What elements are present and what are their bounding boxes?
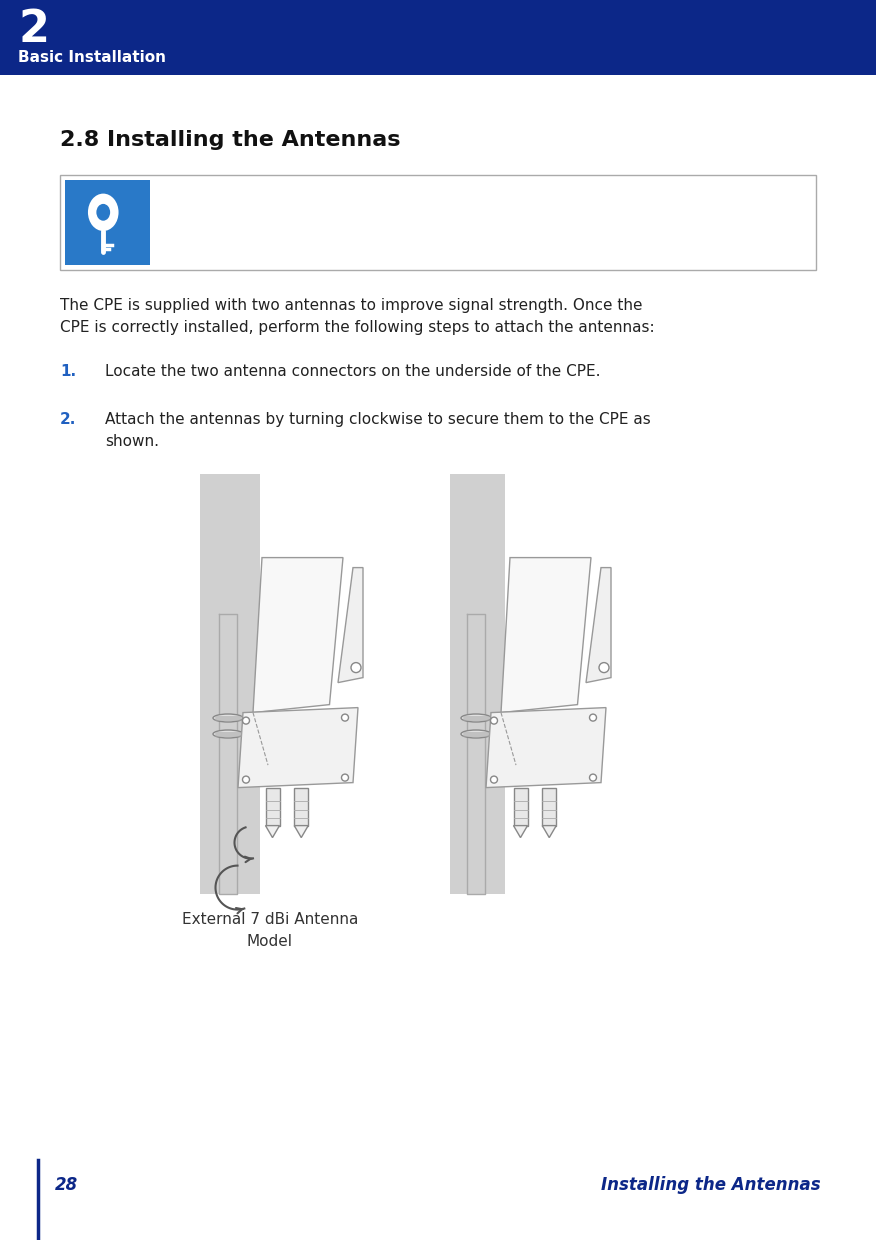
Bar xyxy=(65,180,150,265)
Circle shape xyxy=(590,774,597,781)
Bar xyxy=(0,0,876,74)
Bar xyxy=(219,614,237,894)
Text: Model: Model xyxy=(247,934,293,949)
Text: Installing the Antennas: Installing the Antennas xyxy=(602,1176,821,1194)
Polygon shape xyxy=(253,558,343,713)
Circle shape xyxy=(243,717,250,724)
Circle shape xyxy=(351,662,361,672)
Ellipse shape xyxy=(213,730,243,738)
Polygon shape xyxy=(265,826,279,837)
Text: 2.8 Installing the Antennas: 2.8 Installing the Antennas xyxy=(60,130,400,150)
Text: 28: 28 xyxy=(55,1176,78,1194)
Circle shape xyxy=(243,776,250,784)
Ellipse shape xyxy=(88,193,118,231)
Polygon shape xyxy=(586,568,611,682)
Circle shape xyxy=(590,714,597,722)
Bar xyxy=(265,787,279,826)
Text: shown.: shown. xyxy=(105,434,159,449)
Bar xyxy=(200,474,260,894)
Text: 2: 2 xyxy=(18,7,49,51)
Bar xyxy=(467,614,485,894)
Text: Locate the two antenna connectors on the underside of the CPE.: Locate the two antenna connectors on the… xyxy=(105,365,601,379)
Polygon shape xyxy=(486,708,606,787)
Polygon shape xyxy=(338,568,363,682)
Text: 2.: 2. xyxy=(60,413,76,428)
Bar xyxy=(450,474,505,894)
Text: 1.: 1. xyxy=(60,365,76,379)
Bar xyxy=(294,787,308,826)
Circle shape xyxy=(491,717,498,724)
Circle shape xyxy=(342,714,349,722)
Circle shape xyxy=(491,776,498,784)
Ellipse shape xyxy=(461,730,491,738)
Text: External 7 dBi Antenna: External 7 dBi Antenna xyxy=(182,911,358,928)
Bar xyxy=(513,787,527,826)
Bar xyxy=(542,787,556,826)
Text: Basic Installation: Basic Installation xyxy=(18,50,166,64)
Circle shape xyxy=(599,662,609,672)
Text: Attach the antennas by turning clockwise to secure them to the CPE as: Attach the antennas by turning clockwise… xyxy=(105,413,651,428)
Ellipse shape xyxy=(96,203,110,221)
Polygon shape xyxy=(294,826,308,837)
Text: The CPE is supplied with two antennas to improve signal strength. Once the: The CPE is supplied with two antennas to… xyxy=(60,298,642,312)
Bar xyxy=(60,175,816,270)
Polygon shape xyxy=(513,826,527,837)
Circle shape xyxy=(342,774,349,781)
Polygon shape xyxy=(238,708,358,787)
Ellipse shape xyxy=(213,714,243,722)
Polygon shape xyxy=(542,826,556,837)
Text: CPE is correctly installed, perform the following steps to attach the antennas:: CPE is correctly installed, perform the … xyxy=(60,320,654,335)
Ellipse shape xyxy=(461,714,491,722)
Polygon shape xyxy=(501,558,591,713)
